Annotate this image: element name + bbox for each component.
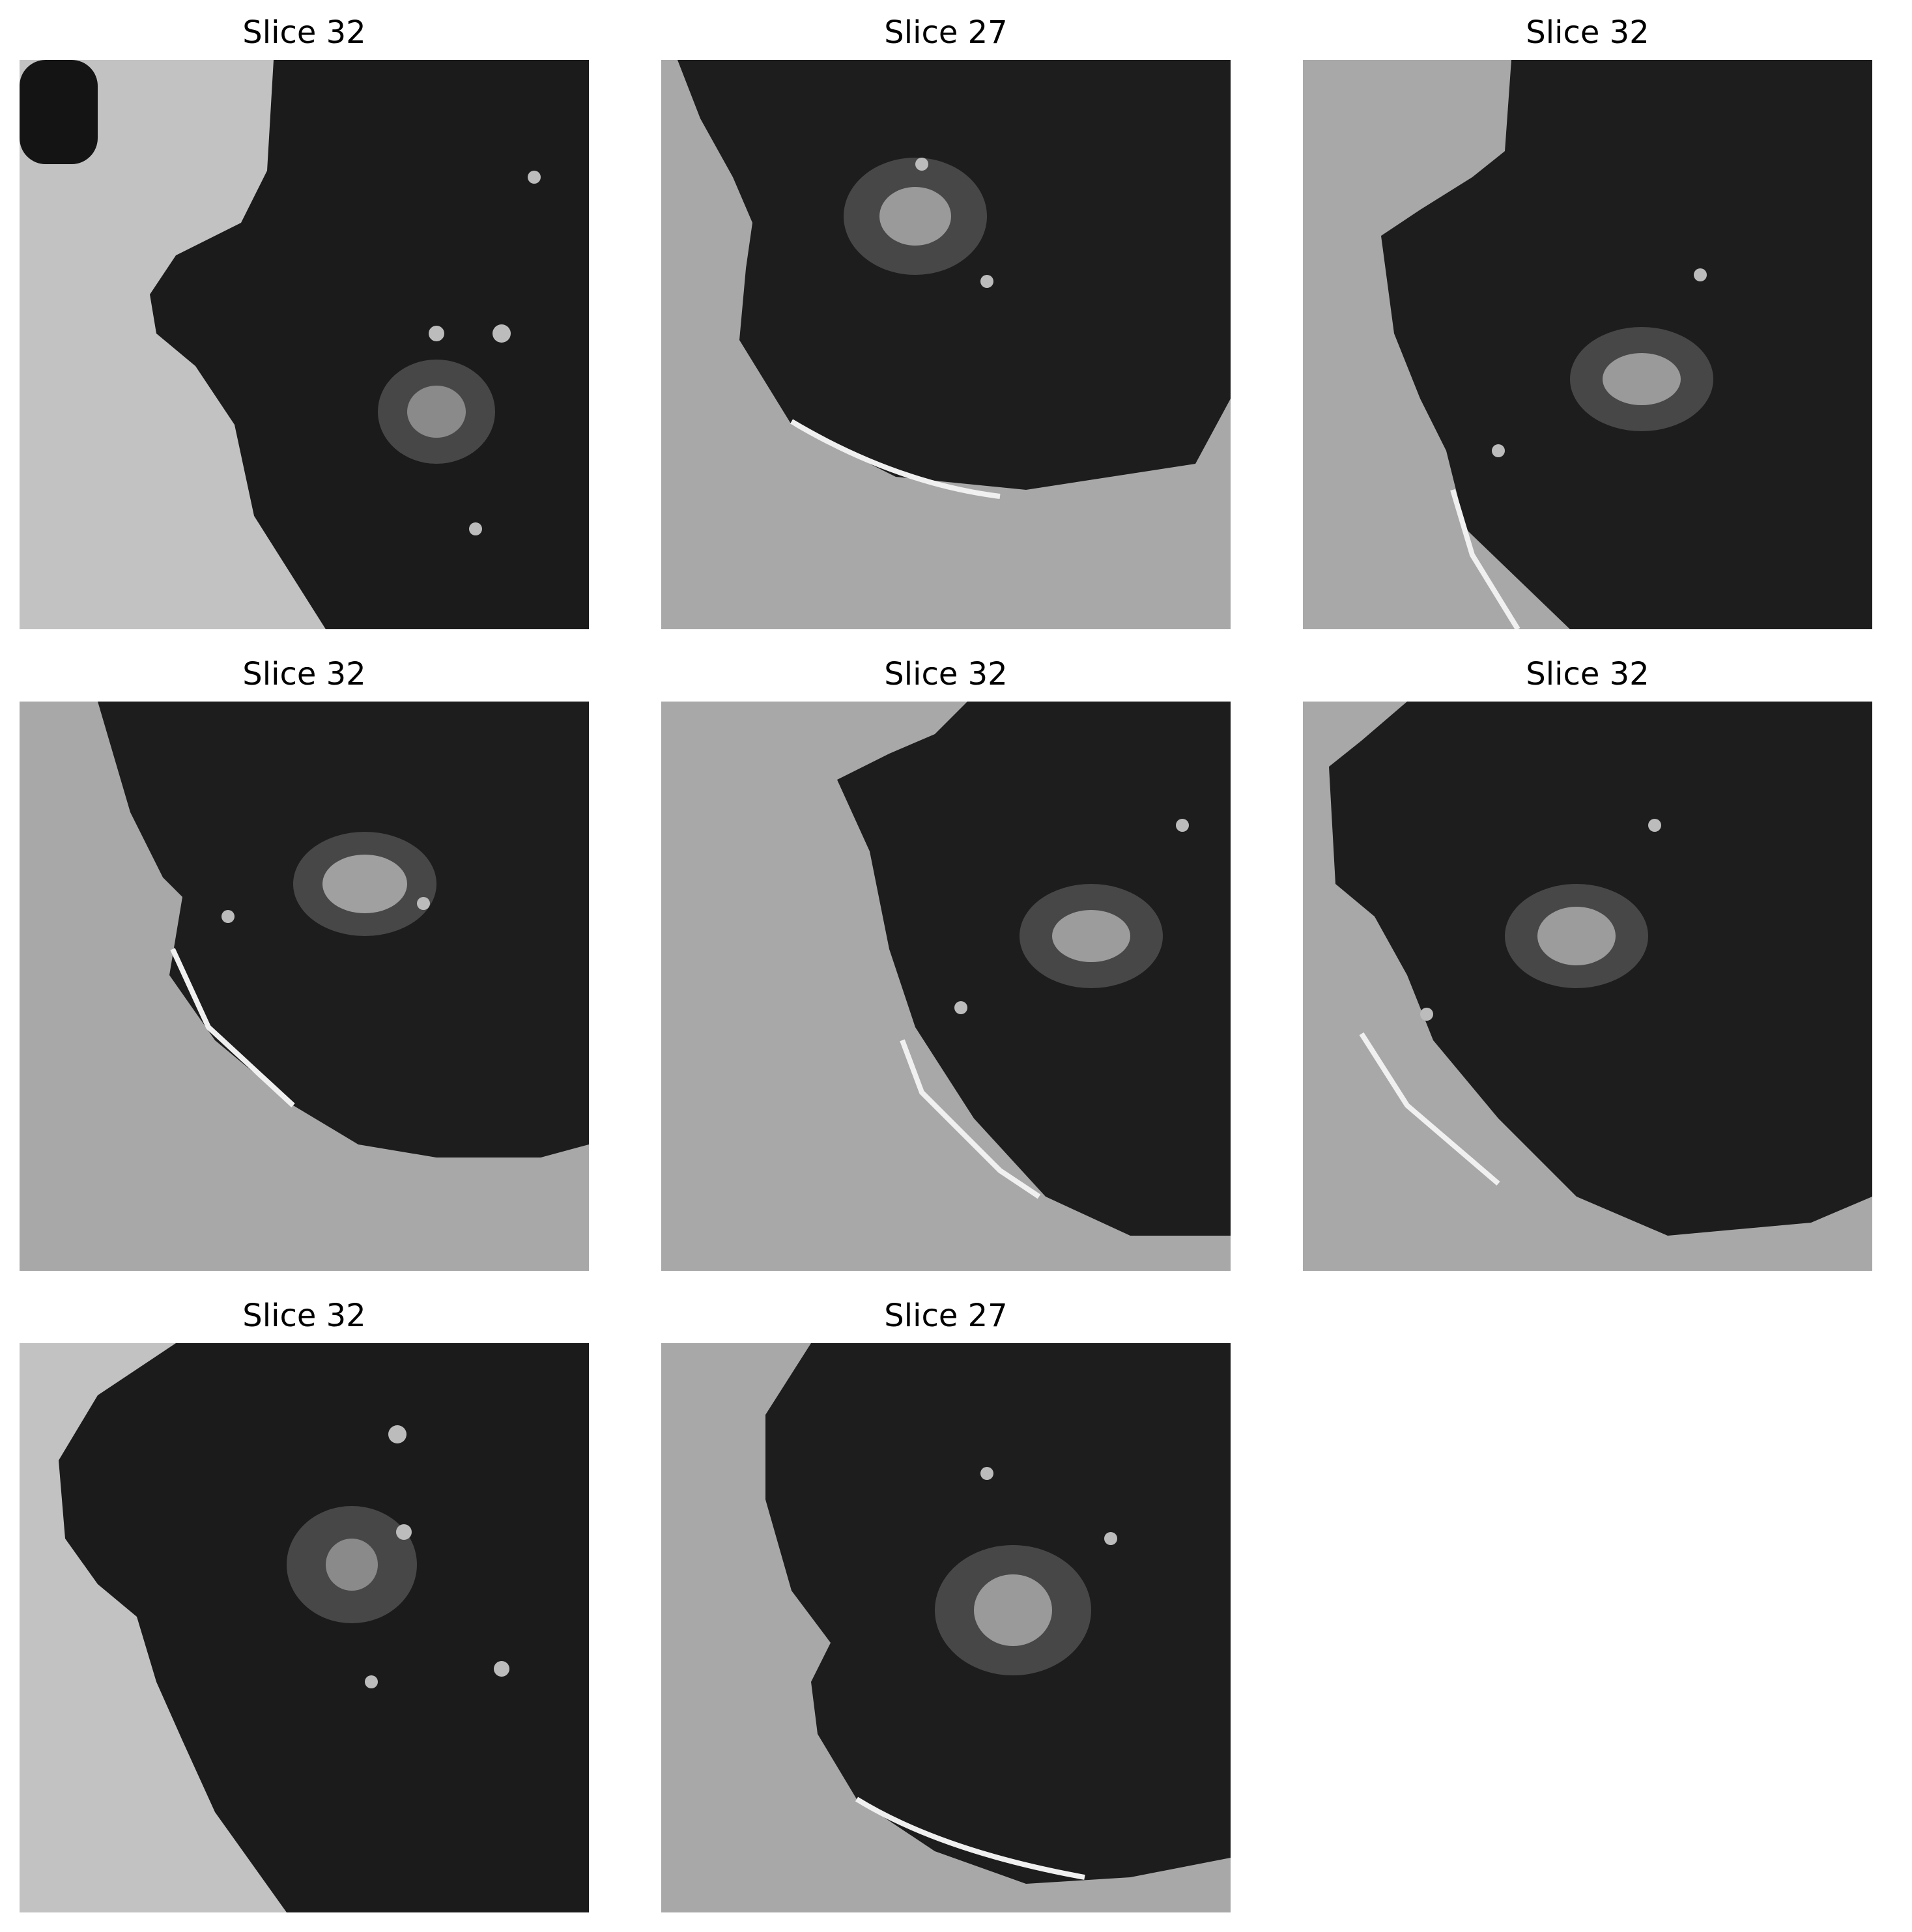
panel-1-corner-region [20,60,98,164]
panel-2-svg [661,60,1231,629]
panel-1-lung [150,60,589,629]
panel-4-ct-image [20,702,589,1271]
panel-3-ct-image [1303,60,1872,629]
panel-6-nodule [1537,907,1616,965]
panel-8-vessel-dot [1104,1532,1117,1545]
panel-2-pleural-line [790,419,1001,499]
panel-1-vessel-dot [469,522,482,535]
panel-6-pleural-line [1359,1032,1500,1186]
panel-7-vessel-dot [396,1524,412,1540]
panel-2-vessel-dot [915,158,928,171]
panel-1-title: Slice 32 [242,14,366,51]
panel-6-title: Slice 32 [1526,656,1649,692]
panel-6-vessel-dot [1420,1008,1433,1021]
panel-5-vessel-dot [1176,819,1189,832]
panel-7-svg [20,1343,589,1912]
panel-3-nodule [1603,353,1681,405]
panel-4-pleural-line [170,948,295,1107]
panel-7-nodule [326,1539,378,1591]
panel-1-nodule [407,386,466,438]
panel-5-title: Slice 32 [884,656,1008,692]
panel-4-vessel-dot [221,910,235,923]
panel-7-lung [59,1343,589,1912]
panel-2-title: Slice 27 [884,14,1008,51]
panel-6-vessel-dot [1648,819,1661,832]
panel-4-svg [20,702,589,1271]
panel-7-title: Slice 32 [242,1298,366,1334]
panel-2-lung [678,60,1231,490]
panel-3-vessel-dot [1492,444,1505,457]
panel-5-svg [661,702,1231,1271]
panel-5-nodule [1052,910,1130,962]
panel-7-vessel-dot [388,1425,407,1443]
panel-2-vessel-dot [980,275,993,288]
panel-5-vessel-dot [954,1001,967,1014]
panel-6-ct-image [1303,702,1872,1271]
panel-4-nodule [322,855,407,913]
panel-7-vessel-dot [494,1661,509,1677]
panel-5-lung [837,702,1231,1236]
panel-5-pleural-line [900,1039,1041,1199]
panel-2-ct-image [661,60,1231,629]
panel-8-ct-image [661,1343,1231,1912]
panel-8-title: Slice 27 [884,1298,1008,1334]
panel-3-pleural-line [1450,489,1520,629]
panel-2-nodule [879,187,951,246]
panel-4-vessel-dot [417,897,430,910]
panel-8-pleural-line [855,1797,1085,1880]
panel-1-ct-image [20,60,589,629]
panel-3-svg [1303,60,1872,629]
panel-8-svg [661,1343,1231,1912]
panel-8-vessel-dot [980,1467,993,1480]
panel-8-nodule [974,1574,1052,1646]
panel-1-vessel-dot [429,326,444,341]
panel-1-vessel-dot [492,324,511,343]
panel-3-title: Slice 32 [1526,14,1649,51]
panel-1-vessel-dot [528,171,541,184]
panel-3-vessel-dot [1694,268,1707,281]
panel-6-svg [1303,702,1872,1271]
panel-7-vessel-dot [365,1675,378,1688]
panel-4-title: Slice 32 [242,656,366,692]
panel-5-ct-image [661,702,1231,1271]
panel-1-svg [20,60,589,629]
panel-7-ct-image [20,1343,589,1912]
